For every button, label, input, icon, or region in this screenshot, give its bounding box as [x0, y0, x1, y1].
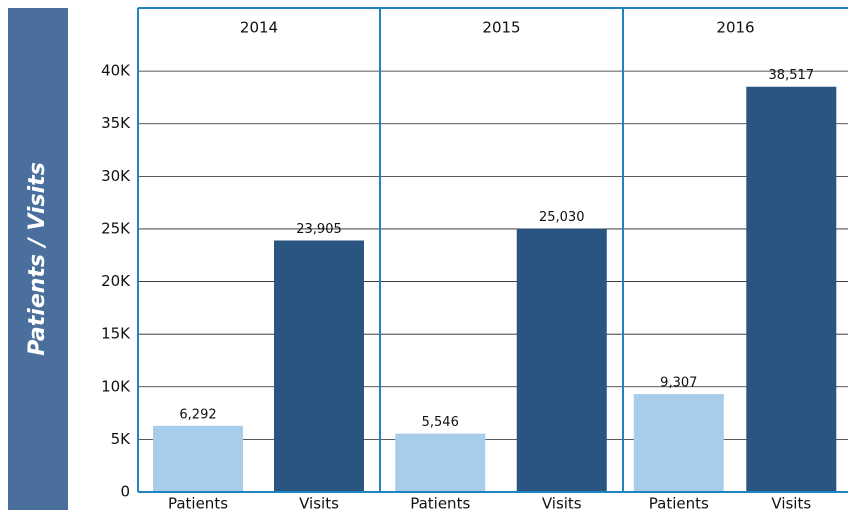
bar: [395, 433, 486, 492]
y-tick-label: 10K: [101, 377, 131, 395]
y-tick-label: 20K: [101, 272, 131, 290]
x-tick-label: Patients: [649, 495, 709, 513]
panel-title: 2015: [482, 19, 520, 37]
bar: [633, 394, 724, 492]
bar: [516, 228, 607, 492]
panel-title: 2016: [716, 19, 754, 37]
y-tick-label: 5K: [111, 430, 132, 448]
panel-title: 2014: [240, 19, 278, 37]
value-label: 9,307: [660, 376, 697, 391]
y-tick-label: 35K: [101, 114, 131, 132]
bar: [274, 240, 364, 492]
bar: [153, 425, 243, 492]
x-tick-label: Patients: [410, 495, 470, 513]
x-tick-label: Visits: [771, 495, 811, 513]
value-label: 38,517: [769, 68, 815, 83]
x-tick-label: Patients: [168, 495, 228, 513]
value-label: 6,292: [179, 407, 216, 422]
value-label: 5,546: [422, 415, 459, 430]
y-axis-title: Patients / Visits: [25, 162, 50, 356]
y-tick-label: 40K: [101, 62, 131, 80]
y-label-band: [8, 8, 68, 510]
value-label: 23,905: [296, 222, 342, 237]
y-tick-label: 0: [120, 483, 130, 501]
x-tick-label: Visits: [542, 495, 582, 513]
y-tick-label: 15K: [101, 325, 131, 343]
y-tick-label: 30K: [101, 167, 131, 185]
x-tick-label: Visits: [299, 495, 339, 513]
y-tick-label: 25K: [101, 219, 131, 237]
value-label: 25,030: [539, 210, 585, 225]
bar: [746, 86, 837, 492]
